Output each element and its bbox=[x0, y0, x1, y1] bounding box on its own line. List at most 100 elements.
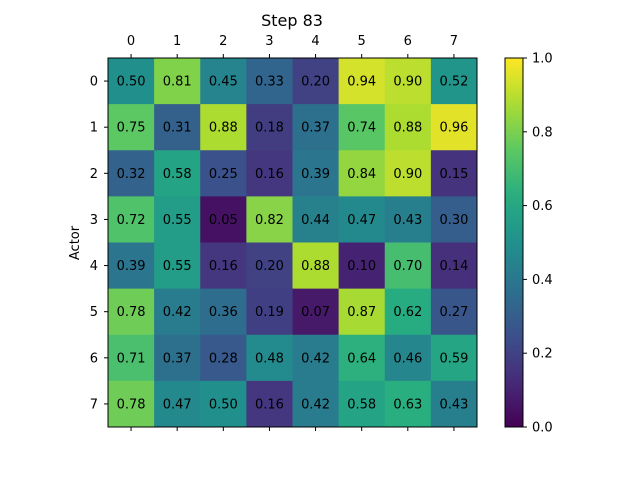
heatmap-cell bbox=[246, 380, 293, 428]
cell-value-label: 0.63 bbox=[393, 397, 422, 412]
cell-value-label: 0.32 bbox=[117, 167, 146, 182]
cell-value-label: 0.72 bbox=[117, 213, 146, 228]
heatmap-cell bbox=[338, 196, 386, 243]
cell-value-label: 0.74 bbox=[347, 121, 376, 136]
y-tick-label: 7 bbox=[90, 397, 98, 412]
heatmap-cell bbox=[246, 58, 293, 105]
cell-value-label: 0.84 bbox=[347, 167, 376, 182]
heatmap-cell bbox=[292, 58, 340, 105]
y-axis-ticks: 0 1 2 3 4 5 6 7 bbox=[90, 75, 108, 412]
cell-value-label: 0.07 bbox=[301, 305, 330, 320]
heatmap-cell bbox=[108, 288, 155, 336]
cell-value-label: 0.05 bbox=[209, 213, 238, 228]
colorbar-tick-label: 0.4 bbox=[532, 273, 553, 288]
heatmap-cell bbox=[108, 104, 155, 151]
cell-value-label: 0.31 bbox=[163, 121, 192, 136]
heatmap-cell bbox=[384, 58, 432, 105]
colorbar-tick-label: 0.6 bbox=[532, 199, 553, 214]
cell-value-label: 0.43 bbox=[439, 397, 468, 412]
cell-value-label: 0.28 bbox=[209, 351, 238, 366]
cell-value-label: 0.58 bbox=[347, 397, 376, 412]
heatmap-cell bbox=[200, 380, 247, 428]
heatmap-cell bbox=[292, 242, 340, 290]
heatmap-cell bbox=[338, 58, 386, 105]
heatmap-cell bbox=[154, 150, 201, 197]
heatmap-cell bbox=[108, 380, 155, 428]
heatmap-cell bbox=[292, 334, 340, 382]
chart-title: Step 83 bbox=[261, 11, 323, 30]
cell-value-label: 0.87 bbox=[347, 305, 376, 320]
cell-value-label: 0.82 bbox=[255, 213, 284, 228]
colorbar-tick-label: 0.2 bbox=[532, 347, 553, 362]
heatmap-cell bbox=[108, 196, 155, 243]
cell-value-label: 0.71 bbox=[117, 351, 146, 366]
cell-value-label: 0.36 bbox=[209, 305, 238, 320]
cell-value-label: 0.42 bbox=[163, 305, 192, 320]
cell-value-label: 0.64 bbox=[347, 351, 376, 366]
y-tick-label: 6 bbox=[90, 351, 98, 366]
cell-value-label: 0.88 bbox=[301, 259, 330, 274]
heatmap-cell bbox=[200, 58, 247, 105]
cell-value-label: 0.10 bbox=[347, 259, 376, 274]
x-tick-label: 6 bbox=[404, 34, 412, 49]
heatmap-cell bbox=[292, 196, 340, 243]
cell-value-label: 0.16 bbox=[255, 397, 284, 412]
cell-value-label: 0.18 bbox=[255, 121, 284, 136]
heatmap-cell bbox=[154, 334, 201, 382]
cell-value-label: 0.90 bbox=[393, 167, 422, 182]
y-tick-label: 0 bbox=[90, 75, 98, 90]
cell-value-label: 0.70 bbox=[393, 259, 422, 274]
cell-value-label: 0.45 bbox=[209, 75, 238, 90]
y-tick-label: 5 bbox=[90, 305, 98, 320]
cell-value-label: 0.16 bbox=[209, 259, 238, 274]
cell-value-label: 0.19 bbox=[255, 305, 284, 320]
cell-value-label: 0.20 bbox=[301, 75, 330, 90]
cell-value-label: 0.52 bbox=[439, 75, 468, 90]
heatmap-cell bbox=[292, 380, 340, 428]
x-tick-label: 3 bbox=[265, 34, 273, 49]
y-tick-label: 2 bbox=[90, 167, 98, 182]
heatmap-cell bbox=[108, 242, 155, 290]
heatmap-cell bbox=[430, 150, 478, 197]
heatmap-cell bbox=[430, 242, 478, 290]
heatmap-cell bbox=[200, 288, 247, 336]
colorbar-ticks: 0.0 0.2 0.4 0.6 0.8 1.0 bbox=[523, 52, 553, 436]
cell-value-label: 0.47 bbox=[163, 397, 192, 412]
cell-value-label: 0.25 bbox=[209, 167, 238, 182]
y-tick-label: 4 bbox=[90, 259, 98, 274]
x-axis-ticks: 0 1 2 3 4 5 6 7 bbox=[127, 34, 458, 431]
cell-value-label: 0.50 bbox=[117, 75, 146, 90]
cell-value-label: 0.94 bbox=[347, 75, 376, 90]
cell-value-label: 0.55 bbox=[163, 259, 192, 274]
heatmap-cell bbox=[200, 196, 247, 243]
heatmap-cell bbox=[292, 104, 340, 151]
y-tick-label: 3 bbox=[90, 213, 98, 228]
cell-value-label: 0.14 bbox=[439, 259, 468, 274]
heatmap-cell bbox=[292, 150, 340, 197]
cell-value-label: 0.78 bbox=[117, 397, 146, 412]
colorbar bbox=[504, 57, 524, 428]
cell-value-label: 0.81 bbox=[163, 75, 192, 90]
cell-value-label: 0.88 bbox=[393, 121, 422, 136]
cell-value-label: 0.58 bbox=[163, 167, 192, 182]
heatmap-cell bbox=[246, 196, 293, 243]
colorbar-tick-label: 0.8 bbox=[532, 125, 553, 140]
heatmap-cell bbox=[200, 104, 247, 151]
cell-value-label: 0.90 bbox=[393, 75, 422, 90]
cell-value-label: 0.44 bbox=[301, 213, 330, 228]
heatmap-cell bbox=[430, 288, 478, 336]
heatmap-cell bbox=[430, 58, 478, 105]
cell-value-label: 0.16 bbox=[255, 167, 284, 182]
heatmap-cell bbox=[430, 380, 478, 428]
cell-value-label: 0.88 bbox=[209, 121, 238, 136]
heatmap-cell bbox=[384, 150, 432, 197]
heatmap-cell bbox=[430, 196, 478, 243]
heatmap-cell bbox=[154, 196, 201, 243]
x-tick-label: 5 bbox=[358, 34, 366, 49]
heatmap-cell bbox=[246, 288, 293, 336]
heatmap-cell bbox=[384, 196, 432, 243]
cell-value-label: 0.30 bbox=[439, 213, 468, 228]
cell-value-label: 0.39 bbox=[301, 167, 330, 182]
heatmap-cell bbox=[338, 288, 386, 336]
